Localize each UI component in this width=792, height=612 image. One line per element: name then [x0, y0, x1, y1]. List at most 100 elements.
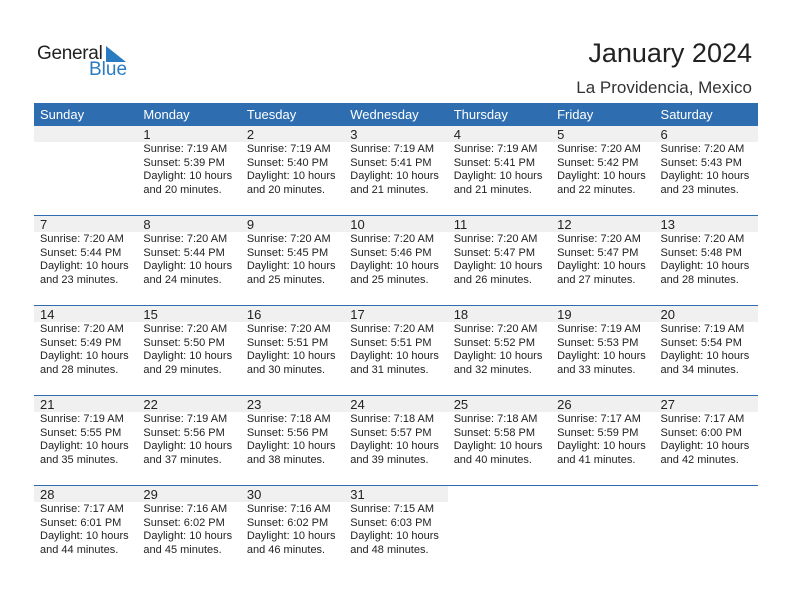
- day-cell: 30 Sunrise: 7:16 AM Sunset: 6:02 PM Dayligh…: [240, 486, 345, 576]
- daylight-minutes-text: and 34 minutes.: [660, 363, 739, 376]
- daylight-text: Daylight: 10 hours: [246, 260, 336, 272]
- sunrise-text: Sunrise: 7:19 AM: [143, 143, 228, 155]
- sunrise-text: Sunrise: 7:19 AM: [660, 323, 745, 335]
- sunrise-text: Sunrise: 7:19 AM: [40, 413, 124, 425]
- day-number: 11: [447, 216, 552, 232]
- logo-general-text: General: [37, 43, 103, 64]
- sunrise-text: Sunrise: 7:20 AM: [660, 233, 745, 245]
- daylight-minutes-text: and 48 minutes.: [350, 543, 429, 556]
- sunset-text: Sunset: 5:47 PM: [453, 246, 536, 259]
- daylight-minutes-text: and 42 minutes.: [660, 453, 739, 466]
- day-cell: 23 Sunrise: 7:18 AM Sunset: 5:56 PM Dayligh…: [240, 396, 345, 486]
- day-number: 28: [34, 486, 138, 502]
- day-cell: 12 Sunrise: 7:20 AM Sunset: 5:47 PM Dayligh…: [551, 216, 655, 306]
- weekday-tuesday: Tuesday: [246, 107, 297, 122]
- sunset-text: Sunset: 5:55 PM: [40, 426, 122, 439]
- day-number: 12: [551, 216, 655, 232]
- daylight-minutes-text: and 25 minutes.: [246, 273, 326, 286]
- day-number: 16: [240, 306, 345, 322]
- day-cell: 17 Sunrise: 7:20 AM Sunset: 5:51 PM Dayligh…: [344, 306, 448, 396]
- daylight-text: Daylight: 10 hours: [350, 350, 439, 362]
- day-number: 2: [240, 126, 345, 142]
- sunset-text: Sunset: 5:51 PM: [350, 336, 432, 349]
- daylight-text: Daylight: 10 hours: [557, 350, 646, 362]
- day-number: 13: [654, 216, 758, 232]
- day-cell: 24 Sunrise: 7:18 AM Sunset: 5:57 PM Dayligh…: [344, 396, 448, 486]
- sunset-text: Sunset: 6:02 PM: [143, 516, 225, 529]
- day-number: 25: [447, 396, 552, 412]
- day-number: 5: [551, 126, 655, 142]
- daylight-minutes-text: and 22 minutes.: [557, 183, 636, 196]
- day-cell: 14 Sunrise: 7:20 AM Sunset: 5:49 PM Dayligh…: [34, 306, 138, 396]
- day-number: 7: [34, 216, 138, 232]
- day-number: 19: [551, 306, 655, 322]
- day-cell: 5 Sunrise: 7:20 AM Sunset: 5:42 PM Daylight…: [551, 126, 655, 216]
- day-cell: 29 Sunrise: 7:16 AM Sunset: 6:02 PM Dayligh…: [137, 486, 241, 576]
- sunrise-text: Sunrise: 7:19 AM: [557, 323, 641, 335]
- daylight-minutes-text: and 25 minutes.: [350, 273, 429, 286]
- daylight-text: Daylight: 10 hours: [40, 440, 129, 452]
- sunrise-text: Sunrise: 7:20 AM: [350, 233, 435, 245]
- daylight-text: Daylight: 10 hours: [557, 170, 646, 182]
- day-cell: 28 Sunrise: 7:17 AM Sunset: 6:01 PM Dayligh…: [34, 486, 138, 576]
- logo: General Blue: [37, 43, 137, 83]
- week-row: 14 Sunrise: 7:20 AM Sunset: 5:49 PM Dayligh…: [34, 305, 758, 396]
- day-number: 4: [447, 126, 552, 142]
- day-cell: 16 Sunrise: 7:20 AM Sunset: 5:51 PM Dayligh…: [240, 306, 345, 396]
- day-cell: 6 Sunrise: 7:20 AM Sunset: 5:43 PM Daylight…: [654, 126, 758, 216]
- sunrise-text: Sunrise: 7:18 AM: [453, 413, 538, 425]
- weekday-thursday: Thursday: [453, 107, 508, 122]
- logo-blue-text: Blue: [89, 59, 128, 80]
- day-cell: 27 Sunrise: 7:17 AM Sunset: 6:00 PM Dayligh…: [654, 396, 758, 486]
- daylight-text: Daylight: 10 hours: [350, 440, 439, 452]
- sunset-text: Sunset: 6:01 PM: [40, 516, 122, 529]
- sunrise-text: Sunrise: 7:20 AM: [453, 233, 538, 245]
- daylight-minutes-text: and 46 minutes.: [246, 543, 326, 556]
- sunset-text: Sunset: 6:03 PM: [350, 516, 432, 529]
- sunset-text: Sunset: 5:48 PM: [660, 246, 742, 259]
- empty-cell: [655, 486, 758, 576]
- sunset-text: Sunset: 5:59 PM: [557, 426, 639, 439]
- weekday-wednesday: Wednesday: [350, 107, 419, 122]
- sunset-text: Sunset: 5:44 PM: [40, 246, 122, 259]
- sunrise-text: Sunrise: 7:18 AM: [246, 413, 331, 425]
- day-number: 15: [137, 306, 241, 322]
- sunrise-text: Sunrise: 7:20 AM: [143, 323, 228, 335]
- daylight-minutes-text: and 23 minutes.: [660, 183, 739, 196]
- sunset-text: Sunset: 6:00 PM: [660, 426, 742, 439]
- daylight-text: Daylight: 10 hours: [350, 530, 439, 542]
- day-number: 14: [34, 306, 138, 322]
- day-cell: 15 Sunrise: 7:20 AM Sunset: 5:50 PM Dayligh…: [137, 306, 241, 396]
- daylight-text: Daylight: 10 hours: [143, 170, 233, 182]
- daylight-minutes-text: and 35 minutes.: [40, 453, 119, 466]
- daylight-text: Daylight: 10 hours: [143, 440, 233, 452]
- daylight-minutes-text: and 26 minutes.: [453, 273, 532, 286]
- daylight-minutes-text: and 24 minutes.: [143, 273, 222, 286]
- sunrise-text: Sunrise: 7:20 AM: [246, 233, 331, 245]
- daylight-minutes-text: and 20 minutes.: [246, 183, 326, 196]
- day-number: 1: [137, 126, 241, 142]
- day-cell: 2 Sunrise: 7:19 AM Sunset: 5:40 PM Daylight…: [240, 126, 345, 216]
- daylight-minutes-text: and 20 minutes.: [143, 183, 222, 196]
- day-number: 27: [654, 396, 758, 412]
- sunset-text: Sunset: 5:46 PM: [350, 246, 432, 259]
- logo-triangle-icon: [106, 46, 126, 62]
- daylight-text: Daylight: 10 hours: [246, 440, 336, 452]
- sunrise-text: Sunrise: 7:17 AM: [557, 413, 641, 425]
- day-cell: 9 Sunrise: 7:20 AM Sunset: 5:45 PM Daylight…: [240, 216, 345, 306]
- day-number: 26: [551, 396, 655, 412]
- daylight-text: Daylight: 10 hours: [453, 170, 543, 182]
- daylight-minutes-text: and 28 minutes.: [660, 273, 739, 286]
- daylight-text: Daylight: 10 hours: [453, 350, 543, 362]
- daylight-minutes-text: and 23 minutes.: [40, 273, 119, 286]
- sunrise-text: Sunrise: 7:18 AM: [350, 413, 435, 425]
- sunrise-text: Sunrise: 7:20 AM: [453, 323, 538, 335]
- sunset-text: Sunset: 5:52 PM: [453, 336, 536, 349]
- day-cell: 4 Sunrise: 7:19 AM Sunset: 5:41 PM Daylight…: [447, 126, 552, 216]
- sunset-text: Sunset: 6:02 PM: [246, 516, 329, 529]
- daylight-text: Daylight: 10 hours: [557, 260, 646, 272]
- daylight-minutes-text: and 41 minutes.: [557, 453, 636, 466]
- daylight-minutes-text: and 39 minutes.: [350, 453, 429, 466]
- daylight-minutes-text: and 21 minutes.: [453, 183, 532, 196]
- daylight-minutes-text: and 33 minutes.: [557, 363, 636, 376]
